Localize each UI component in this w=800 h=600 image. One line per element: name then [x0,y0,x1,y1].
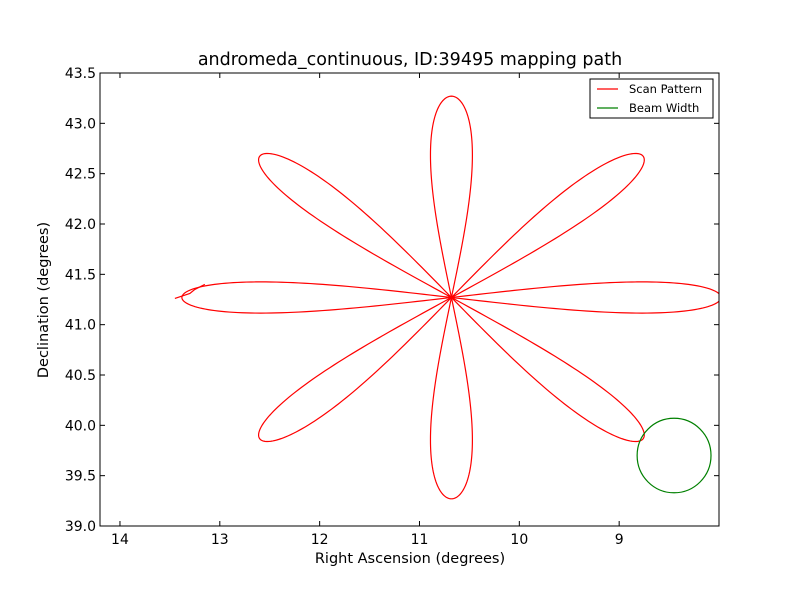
scan-petal-1 [451,281,719,314]
legend: Scan Pattern Beam Width [589,78,714,119]
y-tick-label: 39.0 [65,519,96,535]
legend-label-beam-width: Beam Width [629,101,699,115]
plot-area [174,95,719,500]
beam-width-circle [636,417,712,494]
scan-lead-in [174,283,206,300]
x-tick-label: 13 [211,532,229,548]
y-tick-label: 41.0 [65,318,96,334]
scan-petal-8 [451,296,645,443]
y-axis: 39.0 39.5 40.0 40.5 41.0 41.5 42.0 42.5 43.0 43.5 [65,66,719,535]
y-tick-label: 41.5 [65,267,96,283]
x-tick-label: 9 [615,532,624,548]
x-axis: 14 13 12 11 10 9 [111,73,624,548]
scan-petal-7 [429,297,474,500]
scan-petal-3 [429,95,474,298]
scan-petal-2 [451,152,645,299]
scan-petal-6 [257,296,452,443]
x-axis-title: Right Ascension (degrees) [315,551,505,567]
y-tick-label: 42.0 [65,217,96,233]
x-tick-label: 12 [311,532,329,548]
plot-frame [99,72,720,527]
scan-petal-4 [257,152,452,299]
legend-box [589,78,714,119]
y-tick-label: 43.5 [65,66,96,82]
x-tick-label: 10 [510,532,528,548]
legend-label-scan-pattern: Scan Pattern [629,82,702,96]
y-tick-label: 40.0 [65,418,96,434]
x-tick-label: 14 [111,532,129,548]
x-tick-label: 11 [411,532,429,548]
y-tick-label: 43.0 [65,116,96,132]
scan-petal-5 [181,281,452,314]
y-axis-title: Declination (degrees) [36,222,52,378]
y-tick-label: 42.5 [65,167,96,183]
y-tick-label: 39.5 [65,469,96,485]
y-tick-label: 40.5 [65,368,96,384]
chart-title: andromeda_continuous, ID:39495 mapping p… [198,50,622,70]
